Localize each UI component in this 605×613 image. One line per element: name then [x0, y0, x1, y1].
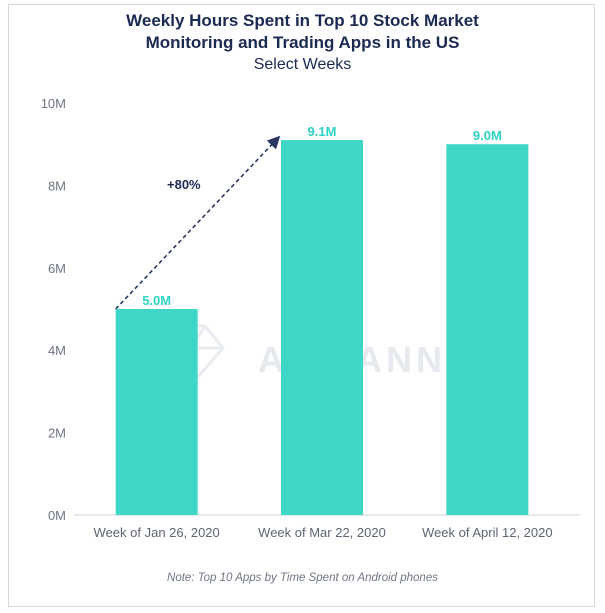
y-tick-label: 6M — [48, 261, 66, 276]
y-tick-label: 8M — [48, 178, 66, 193]
chart-title-line2: Monitoring and Trading Apps in the US — [145, 33, 460, 52]
bar-value-label: 5.0M — [142, 293, 171, 308]
bar-series: 5.0M 9.1M 9.0M — [115, 124, 529, 515]
x-axis: Week of Jan 26, 2020 Week of Mar 22, 2020… — [94, 525, 553, 540]
bar — [281, 140, 363, 515]
x-category-label: Week of Jan 26, 2020 — [94, 525, 220, 540]
y-axis: 0M 2M 4M 6M 8M 10M — [41, 96, 66, 523]
x-category-label: Week of April 12, 2020 — [422, 525, 553, 540]
chart-subtitle: Select Weeks — [253, 56, 352, 73]
bar — [446, 144, 529, 515]
chart-title-line1: Weekly Hours Spent in Top 10 Stock Marke… — [126, 11, 479, 30]
y-tick-label: 10M — [41, 96, 66, 111]
bar-value-label: 9.0M — [473, 128, 502, 143]
chart-note: Note: Top 10 Apps by Time Spent on Andro… — [167, 572, 438, 584]
bar-value-label: 9.1M — [308, 124, 337, 139]
bar — [115, 309, 198, 515]
x-category-label: Week of Mar 22, 2020 — [258, 525, 386, 540]
y-tick-label: 4M — [48, 343, 66, 358]
y-tick-label: 2M — [48, 426, 66, 441]
y-tick-label: 0M — [48, 508, 66, 523]
growth-arrow — [115, 135, 281, 310]
growth-annotation: +80% — [167, 177, 201, 192]
